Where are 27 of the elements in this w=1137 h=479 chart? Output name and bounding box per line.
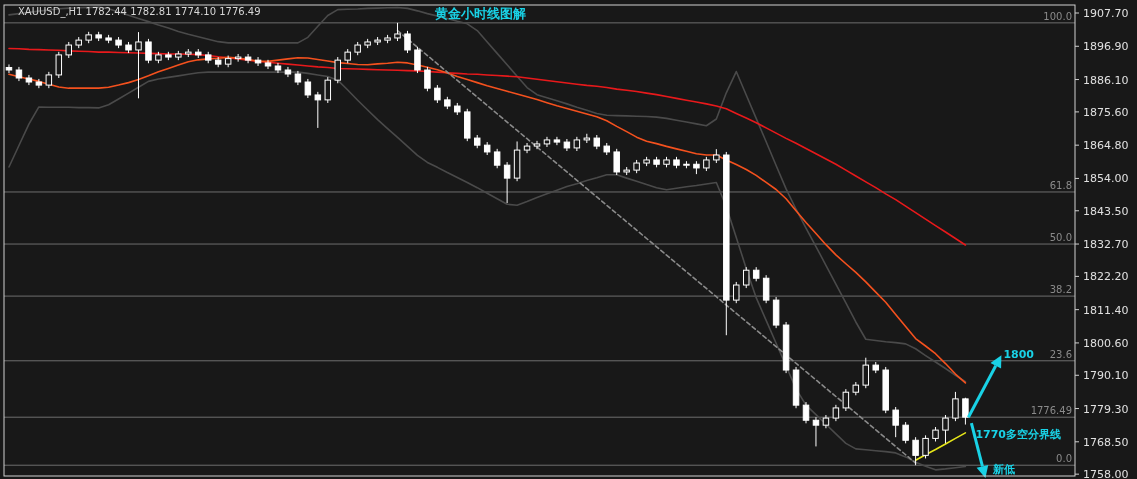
y-tick-label: 1854.00 xyxy=(1083,172,1129,186)
chart-title: 黄金小时线图解 xyxy=(433,6,526,21)
y-tick-label: 1864.80 xyxy=(1083,139,1129,153)
y-tick-label: 1779.30 xyxy=(1083,402,1129,416)
annotation: 100.0 xyxy=(1043,10,1072,22)
annotation: 61.8 xyxy=(1049,179,1072,191)
annotation: 50.0 xyxy=(1049,232,1072,244)
annotation: 0.0 xyxy=(1056,453,1072,465)
annotation: 38.2 xyxy=(1049,284,1072,296)
y-tick-label: 1811.40 xyxy=(1083,303,1129,317)
y-tick-label: 1886.10 xyxy=(1083,73,1129,87)
annotation: XAUUSD_,H1 1782.44 1782.81 1774.10 1776.49 xyxy=(18,6,261,18)
y-tick-label: 1896.90 xyxy=(1083,40,1129,54)
text: 1800 xyxy=(1003,348,1035,362)
y-tick-label: 1758.00 xyxy=(1083,468,1129,479)
text: 新低 xyxy=(992,463,1016,476)
y-tick-label: 1875.60 xyxy=(1083,105,1129,119)
y-tick-label: 1790.10 xyxy=(1083,369,1129,383)
y-tick-label: 1768.50 xyxy=(1083,435,1129,449)
y-tick-label: 1843.50 xyxy=(1083,204,1129,218)
y-tick-label: 1832.70 xyxy=(1083,238,1129,252)
annotation: 23.6 xyxy=(1049,348,1072,360)
text: 1770多空分界线 xyxy=(975,428,1062,442)
y-tick-label: 1800.60 xyxy=(1083,336,1129,350)
ref-line-label: 1776.49 xyxy=(1030,405,1072,417)
y-tick-label: 1907.70 xyxy=(1083,7,1129,21)
y-tick-label: 1822.20 xyxy=(1083,270,1129,284)
